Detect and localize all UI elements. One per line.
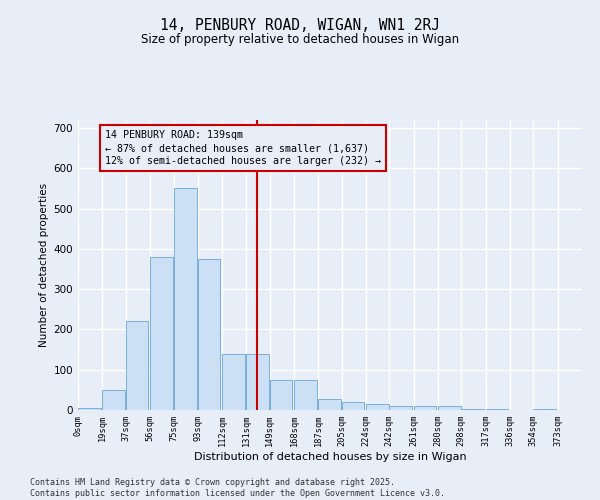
Bar — [175, 188, 197, 410]
Bar — [222, 354, 245, 410]
Bar — [197, 259, 220, 410]
Bar — [485, 409, 508, 410]
Bar — [438, 406, 461, 410]
Bar — [389, 406, 412, 410]
Bar — [533, 409, 556, 410]
Bar — [247, 354, 269, 410]
Bar — [269, 380, 292, 410]
Text: Size of property relative to detached houses in Wigan: Size of property relative to detached ho… — [141, 32, 459, 46]
Bar — [125, 322, 148, 410]
Text: 14, PENBURY ROAD, WIGAN, WN1 2RJ: 14, PENBURY ROAD, WIGAN, WN1 2RJ — [160, 18, 440, 32]
Bar — [103, 390, 125, 410]
Bar — [78, 408, 101, 410]
Text: Contains HM Land Registry data © Crown copyright and database right 2025.
Contai: Contains HM Land Registry data © Crown c… — [30, 478, 445, 498]
Bar — [294, 380, 317, 410]
Y-axis label: Number of detached properties: Number of detached properties — [40, 183, 49, 347]
Bar — [319, 398, 341, 410]
Text: 14 PENBURY ROAD: 139sqm
← 87% of detached houses are smaller (1,637)
12% of semi: 14 PENBURY ROAD: 139sqm ← 87% of detache… — [105, 130, 381, 166]
Bar — [413, 406, 436, 410]
X-axis label: Distribution of detached houses by size in Wigan: Distribution of detached houses by size … — [194, 452, 466, 462]
Bar — [150, 257, 173, 410]
Bar — [366, 404, 389, 410]
Bar — [461, 409, 484, 410]
Bar — [341, 402, 364, 410]
